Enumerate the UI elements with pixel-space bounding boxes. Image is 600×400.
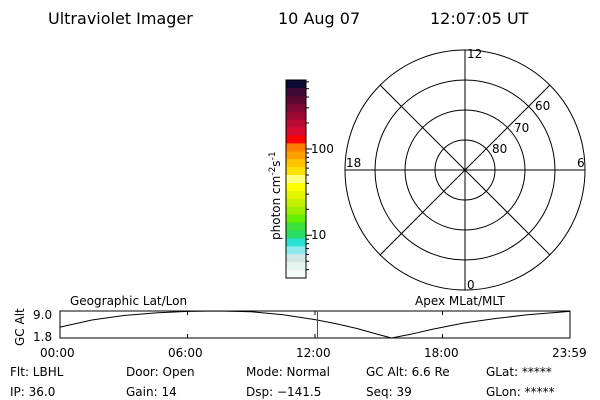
colorbar-band	[286, 167, 306, 176]
colorbar-label-exp2: -1	[268, 151, 278, 160]
colorbar	[286, 80, 306, 279]
colorbar-band	[286, 111, 306, 121]
status-seq: Seq: 39	[366, 385, 412, 399]
time-label: 12:07:05 UT	[430, 9, 529, 28]
colorbar-band	[286, 87, 306, 97]
timeline-frame	[59, 310, 571, 339]
colorbar-band	[286, 254, 306, 263]
mlt-label-18: 18	[346, 156, 361, 170]
colorbar-band	[286, 143, 306, 152]
status-mode: Mode: Normal	[246, 365, 330, 379]
geographic-label: Geographic Lat/Lon	[70, 294, 187, 308]
colorbar-label-base: photon cm	[269, 176, 283, 240]
mlt-label-12: 12	[467, 47, 482, 61]
status-filter: Flt: LBHL	[10, 365, 64, 379]
xtick-0000: 00:00	[40, 346, 75, 360]
colorbar-band	[286, 175, 306, 184]
lat-label-80: 80	[492, 142, 507, 156]
lat-label-60: 60	[535, 99, 550, 113]
colorbar-band	[286, 222, 306, 231]
colorbar-tick-100: 100	[311, 142, 334, 156]
colorbar-frame	[285, 79, 307, 279]
instrument-title: Ultraviolet Imager	[48, 9, 193, 28]
colorbar-label: photon cm-2s-1	[268, 151, 283, 240]
xtick-2359: 23:59	[552, 346, 587, 360]
colorbar-label-exp1: -2	[268, 167, 278, 176]
colorbar-band	[286, 127, 306, 136]
mlt-label-6: 6	[577, 156, 585, 170]
status-glon: GLon: *****	[486, 385, 555, 399]
colorbar-band	[286, 238, 306, 247]
colorbar-label-s: s	[269, 160, 283, 166]
polar-grid	[344, 49, 586, 291]
ytick-9: 9.0	[33, 308, 52, 322]
colorbar-tick-10: 10	[311, 228, 326, 242]
mlt-label-0: 0	[467, 278, 475, 292]
xtick-1800: 18:00	[424, 346, 459, 360]
colorbar-band	[286, 182, 306, 192]
lat-label-70: 70	[514, 121, 529, 135]
colorbar-band	[286, 95, 306, 105]
colorbar-band	[286, 159, 306, 168]
xtick-0600: 06:00	[168, 346, 203, 360]
colorbar-band	[286, 80, 306, 89]
colorbar-band	[286, 214, 306, 224]
status-ip: IP: 36.0	[10, 385, 55, 399]
colorbar-band	[286, 230, 306, 239]
status-dsp: Dsp: −141.5	[246, 385, 321, 399]
colorbar-band	[286, 198, 306, 208]
colorbar-ticks	[306, 81, 312, 271]
date-label: 10 Aug 07	[278, 9, 360, 28]
colorbar-band	[286, 190, 306, 200]
colorbar-band	[286, 151, 306, 160]
colorbar-band	[286, 103, 306, 113]
colorbar-band	[286, 119, 306, 129]
ytick-1.8: 1.8	[33, 330, 52, 344]
colorbar-band	[286, 262, 306, 271]
polar-diagonal	[379, 84, 551, 256]
timeline-ylabel: GC Alt	[13, 308, 27, 346]
timeline-plot	[59, 310, 570, 339]
status-glat: GLat: *****	[486, 365, 552, 379]
status-gain: Gain: 14	[126, 385, 177, 399]
status-door: Door: Open	[126, 365, 195, 379]
apex-label: Apex MLat/MLT	[415, 294, 505, 308]
gc-alt-line	[59, 310, 570, 339]
status-gc-alt: GC Alt: 6.6 Re	[366, 365, 450, 379]
xtick-1200: 12:00	[296, 346, 331, 360]
colorbar-band	[286, 135, 306, 144]
colorbar-band	[286, 270, 306, 279]
colorbar-band	[286, 246, 306, 255]
colorbar-band	[286, 206, 306, 216]
